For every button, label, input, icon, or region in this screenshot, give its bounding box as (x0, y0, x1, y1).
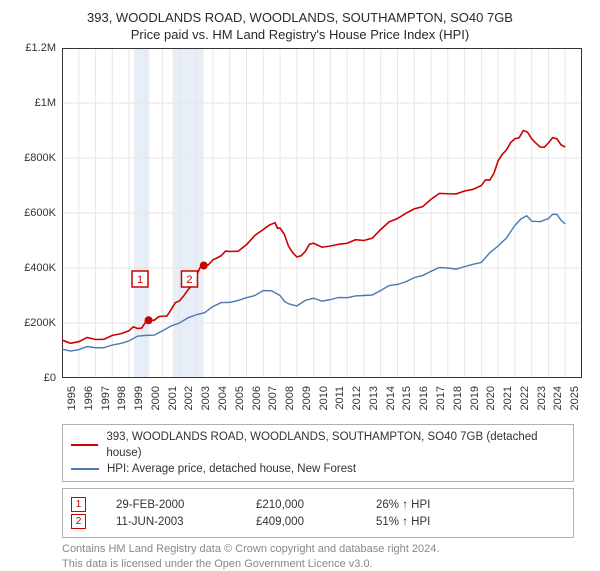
transaction-price: £409,000 (256, 516, 346, 528)
license-line-2: This data is licensed under the Open Gov… (62, 557, 582, 571)
x-axis-label: 2017 (435, 386, 447, 446)
x-axis-label: 2019 (469, 386, 481, 446)
x-axis-label: 2001 (167, 386, 179, 446)
svg-text:1: 1 (137, 274, 143, 286)
x-axis-label: 1998 (116, 386, 128, 446)
legend-item-hpi: HPI: Average price, detached house, New … (71, 461, 565, 477)
legend-label-hpi: HPI: Average price, detached house, New … (107, 461, 356, 477)
y-axis-label: £800K (6, 152, 56, 164)
x-axis-label: 2023 (536, 386, 548, 446)
svg-text:2: 2 (186, 274, 192, 286)
x-axis-label: 2009 (301, 386, 313, 446)
chart-title-address: 393, WOODLANDS ROAD, WOODLANDS, SOUTHAMP… (18, 10, 582, 25)
x-axis-label: 2011 (334, 386, 346, 446)
license-line-1: Contains HM Land Registry data © Crown c… (62, 542, 582, 556)
x-axis-label: 2012 (351, 386, 363, 446)
x-axis-label: 2010 (318, 386, 330, 446)
x-axis-label: 2002 (183, 386, 195, 446)
transactions-table: 1 29-FEB-2000 £210,000 26% ↑ HPI 2 11-JUN-200… (62, 488, 574, 538)
x-axis-label: 2000 (150, 386, 162, 446)
license-text: Contains HM Land Registry data © Crown c… (62, 542, 582, 571)
chart-title-subtitle: Price paid vs. HM Land Registry's House … (18, 27, 582, 42)
transaction-marker: 2 (71, 514, 86, 529)
x-axis-label: 2004 (217, 386, 229, 446)
x-axis-label: 1999 (133, 386, 145, 446)
x-axis-label: 2025 (569, 386, 581, 446)
transaction-delta: 51% ↑ HPI (376, 516, 496, 528)
transaction-row: 2 11-JUN-2003 £409,000 51% ↑ HPI (71, 514, 565, 529)
x-axis-label: 2021 (502, 386, 514, 446)
y-axis-label: £1M (6, 97, 56, 109)
x-axis-label: 2015 (401, 386, 413, 446)
x-axis-label: 1995 (66, 386, 78, 446)
transaction-delta: 26% ↑ HPI (376, 499, 496, 511)
transaction-price: £210,000 (256, 499, 346, 511)
x-axis-label: 2020 (485, 386, 497, 446)
x-axis-label: 1996 (83, 386, 95, 446)
y-axis-label: £0 (6, 372, 56, 384)
x-axis-label: 2013 (368, 386, 380, 446)
y-axis-label: £600K (6, 207, 56, 219)
x-axis-label: 2018 (452, 386, 464, 446)
x-axis-label: 2016 (418, 386, 430, 446)
x-axis-label: 2008 (284, 386, 296, 446)
y-axis-label: £1.2M (6, 42, 56, 54)
y-axis-label: £400K (6, 262, 56, 274)
x-axis-label: 2014 (385, 386, 397, 446)
x-axis-label: 2006 (251, 386, 263, 446)
x-axis-label: 2024 (552, 386, 564, 446)
transaction-row: 1 29-FEB-2000 £210,000 26% ↑ HPI (71, 497, 565, 512)
x-axis-label: 1997 (100, 386, 112, 446)
x-axis-label: 2003 (200, 386, 212, 446)
transaction-date: 29-FEB-2000 (116, 499, 226, 511)
legend-swatch-hpi (71, 468, 99, 470)
x-axis-label: 2005 (234, 386, 246, 446)
x-axis-label: 2022 (519, 386, 531, 446)
transaction-date: 11-JUN-2003 (116, 516, 226, 528)
transaction-marker: 1 (71, 497, 86, 512)
x-axis-label: 2007 (267, 386, 279, 446)
y-axis-label: £200K (6, 317, 56, 329)
line-chart-svg: 12 (62, 48, 582, 378)
chart-area: £0£200K£400K£600K£800K£1M£1.2M 199519961… (18, 48, 582, 418)
